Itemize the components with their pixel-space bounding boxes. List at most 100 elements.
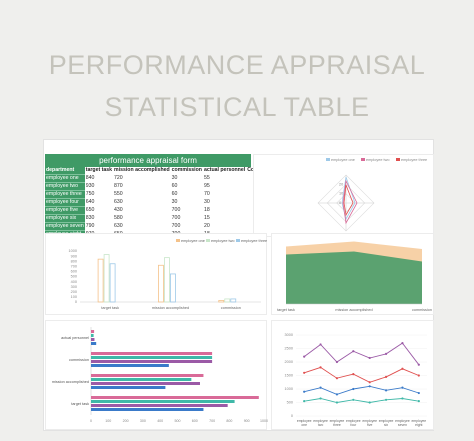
row-commission: 700 xyxy=(171,215,181,221)
area-category-label: target task xyxy=(277,308,295,312)
line-point xyxy=(384,375,388,378)
line-y-tick: 1500 xyxy=(285,374,293,378)
row-commission: 60 xyxy=(171,183,178,189)
hbar-mark xyxy=(91,360,213,363)
line-x-label: employee one xyxy=(297,419,312,427)
radar-chart: employee one employee two employee three 0 1… xyxy=(317,158,427,232)
table-title: performance appraisal form xyxy=(45,154,251,167)
header-mission: mission accomplished xyxy=(113,167,171,175)
bar-y-tick: 600 xyxy=(71,270,77,274)
bar-legend-label: employee two xyxy=(211,239,234,243)
row-mission: 550 xyxy=(114,191,123,197)
line-point xyxy=(384,389,388,392)
hbar-category-label: target task xyxy=(71,402,89,406)
line-point xyxy=(352,387,355,391)
bar-legend-swatch xyxy=(236,239,240,242)
hbar-mark xyxy=(91,334,94,337)
row-mission: 870 xyxy=(114,183,123,189)
bar-legend-swatch xyxy=(206,239,210,242)
bar-y-tick: 500 xyxy=(71,275,77,279)
page-title-line2: STATISTICAL TABLE xyxy=(104,92,370,122)
line-point xyxy=(368,356,371,360)
bar-y-tick: 900 xyxy=(71,254,77,258)
bar-y-tick: 0 xyxy=(75,300,77,304)
bar-y-tick: 700 xyxy=(71,265,77,269)
hbar-mark xyxy=(91,396,259,399)
row-department: employee five xyxy=(45,206,85,215)
spreadsheet-preview: performance appraisal form department ta… xyxy=(43,139,434,431)
area-series xyxy=(286,251,422,304)
bar-y-tick: 400 xyxy=(71,280,77,284)
area-chart-panel: target task mission accomplished commissio… xyxy=(271,233,434,315)
row-mission: 430 xyxy=(114,207,123,213)
radar-tick-label: 10 xyxy=(339,192,343,196)
appraisal-grid: department target task mission accomplis… xyxy=(45,167,276,239)
line-point xyxy=(352,350,355,353)
row-mission: 720 xyxy=(114,175,123,181)
row-commission: 700 xyxy=(171,207,181,213)
hbar-x-tick: 500 xyxy=(175,419,181,423)
line-point xyxy=(417,363,420,366)
line-point xyxy=(417,391,420,395)
row-commission: 30 xyxy=(171,175,178,181)
line-point xyxy=(368,381,371,384)
row-target: 790 xyxy=(85,223,95,229)
hbar-x-tick: 300 xyxy=(140,419,146,423)
line-point xyxy=(384,398,388,401)
page-title: PERFORMANCE APPRAISAL STATISTICAL TABLE xyxy=(0,44,474,128)
line-point xyxy=(384,352,388,355)
radar-series-shape xyxy=(341,176,356,221)
row-department: employee one xyxy=(45,174,85,183)
bar-mark xyxy=(109,263,116,303)
horizontal-bar-chart: 0 100 200 300 400 500 600 700 800 900 1000 target t… xyxy=(52,327,268,423)
bar-mark xyxy=(170,273,176,303)
area-category-label: mission accomplished xyxy=(335,308,372,312)
table-header-row: department target task mission accomplis… xyxy=(45,167,276,175)
radar-legend-label: employee one xyxy=(331,158,355,162)
line-x-label: employee seven xyxy=(395,419,410,427)
header-target: target task xyxy=(84,167,114,175)
line-series xyxy=(304,366,419,383)
row-target: 930 xyxy=(85,183,95,189)
row-target: 840 xyxy=(85,175,95,181)
row-mission: 630 xyxy=(114,199,123,205)
table-row: employee three750550607073% xyxy=(45,190,275,199)
line-point xyxy=(401,386,404,389)
line-point xyxy=(303,355,306,358)
table-row: employee five6504307001866% xyxy=(45,206,275,215)
row-actual: 20 xyxy=(203,223,210,229)
line-y-tick: 2500 xyxy=(285,347,293,351)
row-target: 750 xyxy=(85,191,95,197)
radar-series-shape xyxy=(342,179,358,225)
appraisal-table: performance appraisal form department ta… xyxy=(45,154,276,239)
radar-series-shape xyxy=(343,184,354,217)
radar-legend-label: employee three xyxy=(401,158,427,162)
line-point xyxy=(335,377,339,380)
bar-category-label: mission accomplished xyxy=(152,306,189,310)
line-series xyxy=(304,398,419,403)
hbar-x-tick: 100 xyxy=(105,419,111,423)
header-department: department xyxy=(45,167,85,175)
line-x-label: employee three xyxy=(330,419,345,427)
row-mission: 630 xyxy=(114,223,123,229)
line-x-label: employee six xyxy=(379,419,394,427)
radar-tick-label: 20 xyxy=(339,182,343,186)
hbar-mark xyxy=(91,338,95,341)
hbar-mark xyxy=(91,400,235,403)
hbar-mark xyxy=(91,378,192,381)
hbar-category-label: actual personnel xyxy=(61,336,89,340)
hbar-x-tick: 700 xyxy=(209,419,215,423)
hbar-x-tick: 600 xyxy=(192,419,198,423)
hbar-x-tick: 0 xyxy=(90,419,92,423)
area-chart: target task mission accomplished commissio… xyxy=(277,241,432,312)
bar-category-label: target task xyxy=(101,306,119,310)
bar-chart: employee one employee two employee three01… xyxy=(69,239,267,310)
row-target: 640 xyxy=(85,199,95,205)
line-point xyxy=(319,343,322,346)
line-x-label: employee four xyxy=(346,419,361,427)
line-point xyxy=(417,374,420,377)
hbar-category-label: mission accomplished xyxy=(52,380,89,384)
radar-legend-swatch xyxy=(396,158,400,161)
line-y-tick: 2000 xyxy=(285,360,293,364)
line-y-tick: 1000 xyxy=(285,387,293,391)
